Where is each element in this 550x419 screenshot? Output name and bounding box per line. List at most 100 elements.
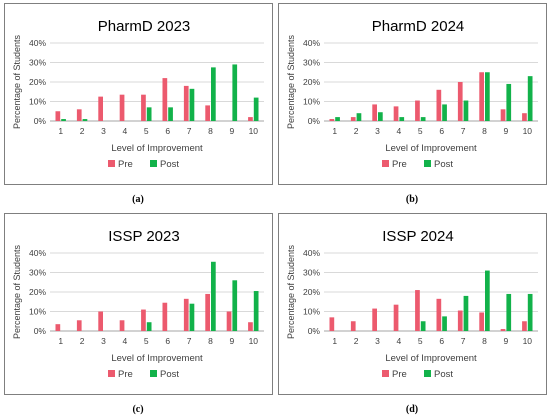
- bar-pre-6: [162, 78, 168, 121]
- x-tick-label: 9: [504, 126, 509, 136]
- x-tick-label: 6: [165, 336, 170, 346]
- bar-post-8: [211, 261, 216, 331]
- x-tick-label: 6: [439, 336, 444, 346]
- y-tick-label: 10%: [29, 307, 46, 317]
- panel-caption: (a): [132, 194, 144, 205]
- x-tick-label: 2: [354, 126, 359, 136]
- bar-post-9: [506, 83, 512, 121]
- bar-pre-8: [205, 293, 210, 331]
- bar-pre-4: [119, 320, 125, 331]
- x-tick-label: 5: [144, 126, 149, 136]
- bar-post-3: [378, 112, 383, 121]
- bar-post-4: [399, 117, 405, 121]
- bar-pre-9: [226, 311, 232, 331]
- bar-pre-1: [329, 317, 335, 331]
- legend-label-pre: Pre: [392, 369, 407, 380]
- legend-label-post: Post: [160, 369, 179, 380]
- bar-post-1: [335, 117, 340, 121]
- y-tick-label: 30%: [303, 268, 320, 278]
- bar-pre-3: [98, 96, 103, 121]
- legend-label-post: Post: [160, 159, 179, 170]
- y-tick-label: 40%: [303, 38, 320, 48]
- y-tick-label: 40%: [29, 248, 46, 258]
- bar-post-10: [527, 76, 533, 121]
- bar-post-2: [82, 119, 88, 121]
- x-tick-label: 7: [187, 336, 192, 346]
- bar-pre-3: [372, 104, 377, 121]
- x-tick-label: 2: [80, 126, 85, 136]
- panel-caption: (d): [406, 404, 418, 415]
- bar-post-2: [356, 113, 362, 121]
- x-axis-label: Level of Improvement: [111, 143, 203, 154]
- bar-pre-8: [479, 72, 484, 121]
- bar-pre-8: [479, 312, 484, 331]
- panel-frame: [278, 3, 547, 185]
- bar-pre-7: [183, 85, 189, 121]
- bar-post-7: [189, 88, 195, 121]
- legend-swatch-pre: [108, 370, 115, 377]
- bar-pre-3: [98, 311, 103, 331]
- y-axis-label: Percentage of Students: [12, 34, 22, 129]
- bar-pre-9: [500, 329, 506, 331]
- bar-pre-7: [183, 298, 189, 331]
- y-tick-label: 0%: [308, 326, 321, 336]
- x-tick-label: 8: [208, 336, 213, 346]
- bar-pre-8: [205, 105, 210, 121]
- x-tick-label: 10: [523, 126, 533, 136]
- bar-post-5: [420, 321, 426, 331]
- y-tick-label: 30%: [29, 268, 46, 278]
- x-tick-label: 9: [230, 336, 235, 346]
- chart-panel-2: PharmD 2024 0% 10% 20% 30% 40% Percentage of S…: [278, 3, 547, 185]
- y-tick-label: 20%: [303, 77, 320, 87]
- x-tick-label: 2: [80, 336, 85, 346]
- x-tick-label: 3: [101, 126, 106, 136]
- x-tick-label: 7: [187, 126, 192, 136]
- x-tick-label: 9: [230, 126, 235, 136]
- bar-pre-7: [457, 310, 463, 331]
- legend-swatch-post: [150, 370, 157, 377]
- bar-pre-4: [119, 94, 125, 121]
- x-tick-label: 10: [249, 126, 259, 136]
- bar-pre-10: [522, 113, 527, 121]
- x-axis-label: Level of Improvement: [385, 353, 477, 364]
- bar-post-10: [253, 291, 259, 331]
- legend-swatch-pre: [382, 160, 389, 167]
- panel-caption: (b): [406, 194, 418, 205]
- bar-pre-2: [76, 109, 82, 121]
- x-axis-label: Level of Improvement: [385, 143, 477, 154]
- x-tick-label: 8: [482, 336, 487, 346]
- bar-post-9: [232, 280, 238, 331]
- legend-label-pre: Pre: [118, 159, 133, 170]
- chart-panel-4: ISSP 2024 0% 10% 20% 30% 40% Percentage of Stu…: [278, 213, 547, 395]
- x-tick-label: 7: [461, 336, 466, 346]
- bar-pre-10: [248, 117, 253, 121]
- legend-label-pre: Pre: [118, 369, 133, 380]
- x-tick-label: 8: [482, 126, 487, 136]
- y-tick-label: 10%: [303, 307, 320, 317]
- bar-pre-5: [415, 100, 420, 121]
- x-tick-label: 5: [418, 336, 423, 346]
- bar-post-1: [61, 119, 66, 121]
- y-tick-label: 40%: [303, 248, 320, 258]
- bar-post-5: [420, 117, 426, 121]
- x-tick-label: 1: [332, 336, 337, 346]
- bar-post-6: [442, 316, 447, 331]
- bar-pre-7: [457, 82, 463, 121]
- y-tick-label: 40%: [29, 38, 46, 48]
- bar-post-8: [485, 270, 490, 331]
- bar-pre-4: [393, 106, 399, 121]
- bar-pre-1: [329, 119, 335, 121]
- bar-post-8: [485, 72, 490, 121]
- x-tick-label: 9: [504, 336, 509, 346]
- bar-post-7: [463, 100, 469, 121]
- bar-pre-6: [436, 89, 442, 121]
- chart-panel-1: PharmD 2023 0% 10% 20% 30% 40% Percentage of S…: [4, 3, 273, 185]
- y-tick-label: 0%: [34, 326, 47, 336]
- panel-frame: [278, 213, 547, 395]
- x-tick-label: 4: [397, 126, 402, 136]
- legend-swatch-pre: [108, 160, 115, 167]
- y-tick-label: 30%: [303, 58, 320, 68]
- bar-pre-5: [141, 309, 146, 331]
